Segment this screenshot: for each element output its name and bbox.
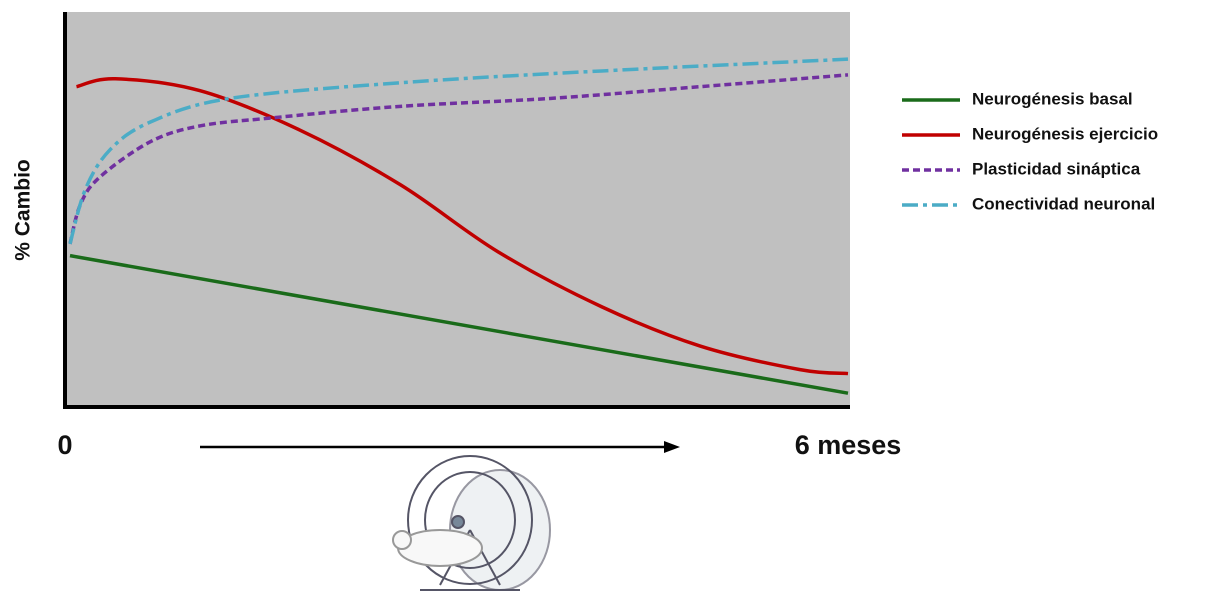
arrow-head bbox=[664, 441, 680, 453]
chart: % Cambio 0 6 meses Neurogénesis basal Neuro… bbox=[0, 0, 1207, 600]
hamster-wheel bbox=[393, 456, 550, 590]
x-tick-label: 0 bbox=[57, 430, 72, 460]
x-tick-label: 6 meses bbox=[795, 430, 902, 460]
legend-label: Conectividad neuronal bbox=[972, 194, 1155, 213]
y-axis-label: % Cambio bbox=[12, 159, 35, 261]
legend-label: Plasticidad sináptica bbox=[972, 159, 1141, 178]
legend-label: Neurogénesis ejercicio bbox=[972, 124, 1158, 143]
plot-area bbox=[66, 12, 850, 406]
legend-label: Neurogénesis basal bbox=[972, 89, 1133, 108]
